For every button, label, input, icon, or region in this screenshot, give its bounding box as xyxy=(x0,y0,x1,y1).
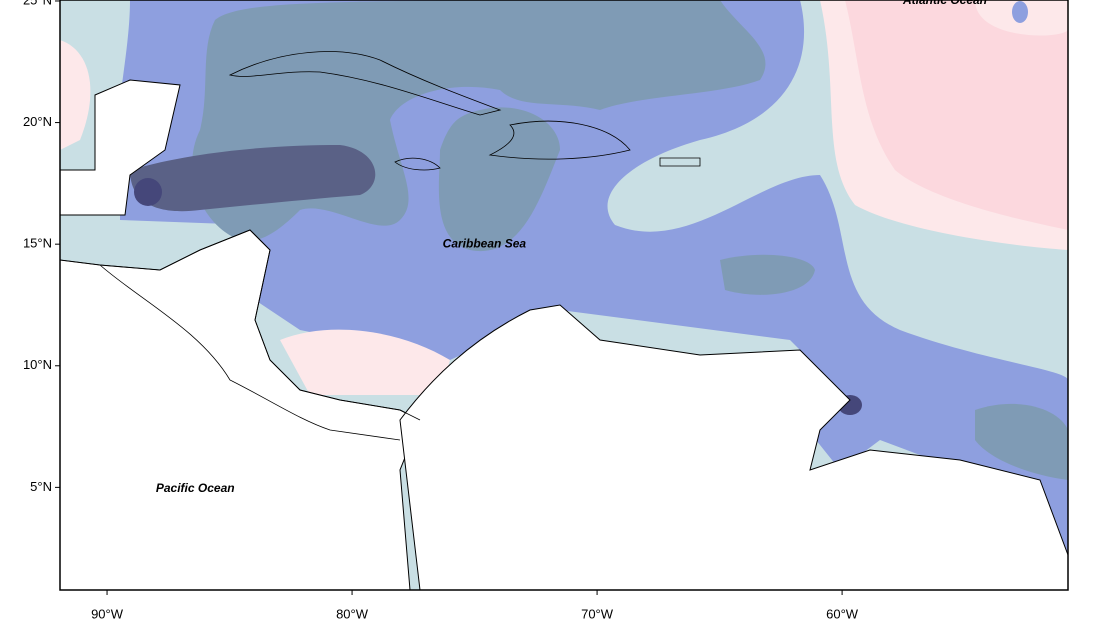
lon-tick-label: 90°W xyxy=(91,606,124,621)
slate-zone xyxy=(720,254,815,295)
periwinkle-spot xyxy=(1012,1,1028,23)
pale-pink-zone xyxy=(280,329,450,395)
lat-tick-label: 10°N xyxy=(23,357,52,372)
slate-zone xyxy=(438,107,560,252)
jamaica xyxy=(394,157,441,171)
lon-tick-label: 60°W xyxy=(826,606,859,621)
map-frame xyxy=(59,0,1069,591)
navy-zone xyxy=(130,145,376,212)
yucatan xyxy=(60,79,181,216)
contour-field xyxy=(60,0,1068,590)
lat-tick-label: 20°N xyxy=(23,114,52,129)
lat-tick-label: 15°N xyxy=(23,236,52,251)
pink-zone xyxy=(845,0,1068,230)
lat-tick-label: 5°N xyxy=(30,479,52,494)
place-label: Pacific Ocean xyxy=(156,481,235,495)
pale-pink-zone xyxy=(60,40,91,150)
slate-zone xyxy=(975,403,1068,480)
puerto-rico xyxy=(659,157,701,167)
lat-tick-label: 25°N xyxy=(23,0,52,7)
coastline xyxy=(60,229,421,421)
pacific-coast xyxy=(99,264,401,441)
south-america xyxy=(399,304,1068,590)
place-label: Caribbean Sea xyxy=(443,236,527,250)
lon-tick-label: 70°W xyxy=(581,606,614,621)
lon-tick-label: 80°W xyxy=(336,606,369,621)
navy-core xyxy=(134,178,162,206)
hispaniola xyxy=(488,120,631,160)
place-label: Atlantic Ocean xyxy=(902,0,987,7)
cuba xyxy=(228,51,502,116)
